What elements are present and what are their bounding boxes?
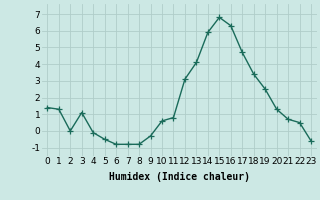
X-axis label: Humidex (Indice chaleur): Humidex (Indice chaleur)	[109, 172, 250, 182]
